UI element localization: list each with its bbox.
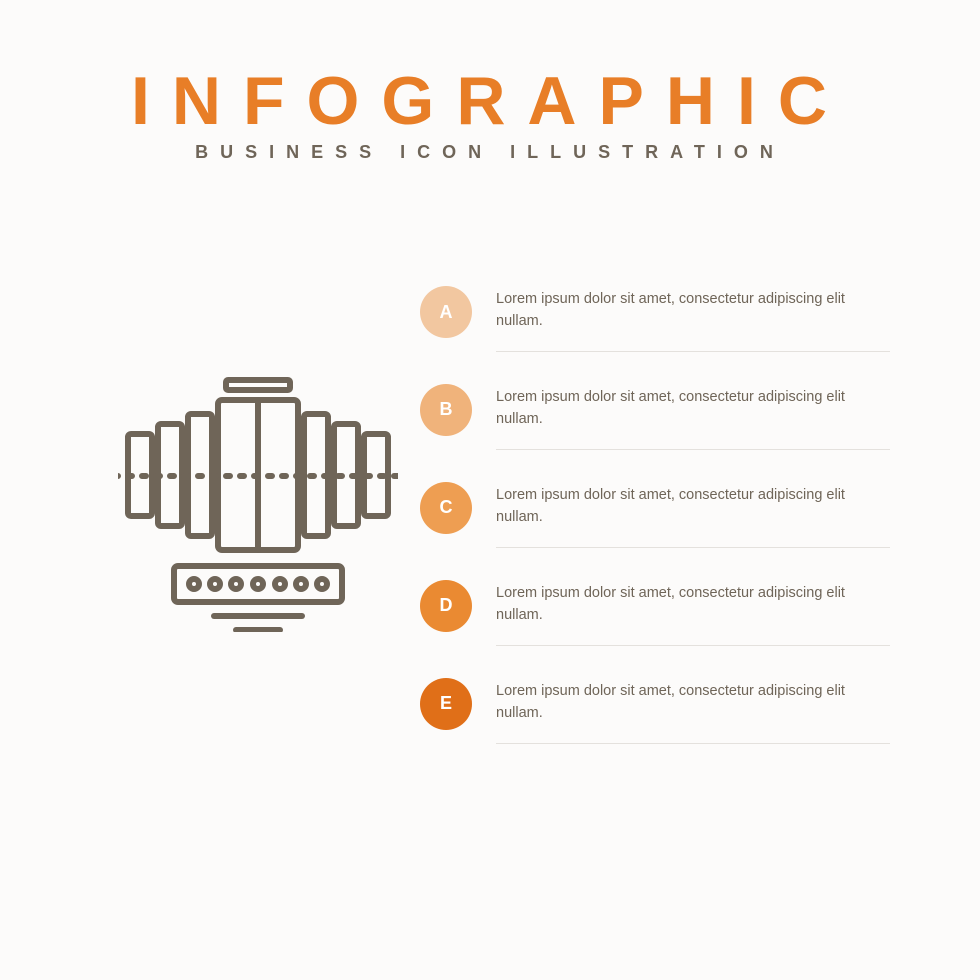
steps-list: A Lorem ipsum dolor sit amet, consectetu… [420,282,890,772]
step-text: Lorem ipsum dolor sit amet, consectetur … [496,680,890,725]
step-body: Lorem ipsum dolor sit amet, consectetur … [496,576,890,646]
step-body: Lorem ipsum dolor sit amet, consectetur … [496,282,890,352]
step-b: B Lorem ipsum dolor sit amet, consectetu… [420,380,890,450]
page-subtitle: BUSINESS ICON ILLUSTRATION [0,142,980,163]
step-d: D Lorem ipsum dolor sit amet, consectetu… [420,576,890,646]
step-text: Lorem ipsum dolor sit amet, consectetur … [496,288,890,333]
step-text: Lorem ipsum dolor sit amet, consectetur … [496,484,890,529]
step-badge-a: A [420,286,472,338]
step-e: E Lorem ipsum dolor sit amet, consectetu… [420,674,890,744]
step-badge-c: C [420,482,472,534]
header: INFOGRAPHIC BUSINESS ICON ILLUSTRATION [0,0,980,163]
step-badge-b: B [420,384,472,436]
step-a: A Lorem ipsum dolor sit amet, consectetu… [420,282,890,352]
step-body: Lorem ipsum dolor sit amet, consectetur … [496,380,890,450]
page-title: INFOGRAPHIC [0,62,980,140]
step-body: Lorem ipsum dolor sit amet, consectetur … [496,674,890,744]
step-badge-e: E [420,678,472,730]
step-text: Lorem ipsum dolor sit amet, consectetur … [496,582,890,627]
step-body: Lorem ipsum dolor sit amet, consectetur … [496,478,890,548]
step-c: C Lorem ipsum dolor sit amet, consectetu… [420,478,890,548]
step-text: Lorem ipsum dolor sit amet, consectetur … [496,386,890,431]
main-icon [118,372,398,632]
step-badge-d: D [420,580,472,632]
